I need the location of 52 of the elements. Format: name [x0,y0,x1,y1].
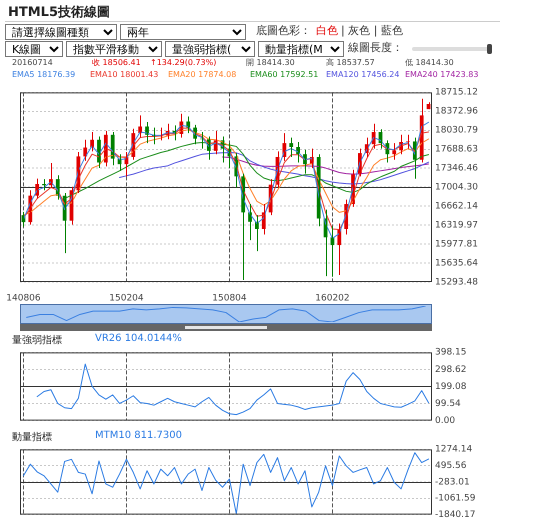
y-tick-label: 18372.96 [435,106,478,117]
text: EMA10 18001.43 [90,70,158,80]
dropdown: 請選擇線圖種類 [5,24,117,40]
text: EMA5 18176.39 [12,70,76,80]
x-tick-label: 150204 [109,294,144,304]
y-tick-label: 0.00 [435,416,456,426]
y-tick-label: 17688.63 [435,144,478,155]
y-tick-label: 15977.81 [435,239,478,250]
text: MTM10 811.7300 [95,430,182,442]
text: 底圖色彩： [256,24,311,38]
text: 高 18537.57 [326,58,375,68]
y-tick-label: 99.54 [435,398,462,409]
text: VR26 104.0144% [95,333,182,344]
y-tick-label: 15635.64 [435,258,478,268]
text: 20160714 [12,58,53,68]
text: 開 18414.30 [246,58,295,68]
dropdown: 兩年 [120,24,246,40]
text: 低 18414.30 [405,58,454,68]
y-tick-label: 495.56 [435,461,467,472]
y-tick-label: 18030.79 [435,126,478,136]
text: EMA120 17456.24 [326,70,400,80]
text: ↑134.29(0.73%) [150,58,216,68]
y-tick-label: -1061.59 [435,494,476,504]
x-tick-label: 160202 [315,294,350,304]
text: EMA20 17874.08 [168,70,236,80]
y-tick-label: 298.62 [435,364,466,375]
y-tick-label: 15293.48 [435,277,478,288]
chart-title: 量強弱指標 [12,334,62,347]
y-tick-label: 17004.30 [435,182,478,193]
text: 白色 [316,24,338,38]
y-tick-label: -283.01 [435,477,470,488]
dropdown: 動量指標(M [258,41,344,57]
x-tick-label: 150804 [212,294,247,304]
x-tick-label: 140806 [6,294,41,304]
text: EMA60 17592.51 [250,70,318,80]
chart-title: HTML5技術線圖 [8,4,110,21]
dropdown: 指數平滑移動 [66,41,162,57]
text: | 灰色 | 藍色 [341,24,403,38]
y-tick-label: 398.15 [435,348,466,358]
y-tick-label: -1840.17 [435,510,476,520]
chart-title: 動量指標 [12,430,52,444]
y-tick-label: 18715.12 [435,88,478,98]
y-tick-label: 1274.14 [435,444,472,455]
y-tick-label: 17346.46 [435,164,478,174]
dropdown: K線圖 [5,41,63,57]
text: EMA240 17423.83 [405,70,478,80]
dropdown: 量強弱指標( [165,41,255,57]
y-tick-label: 199.08 [435,382,467,392]
text: 線圖長度： [348,41,403,55]
y-tick-label: 16319.97 [435,220,478,230]
y-tick-label: 16662.14 [435,202,478,212]
text: 收 18506.41 [92,58,141,68]
